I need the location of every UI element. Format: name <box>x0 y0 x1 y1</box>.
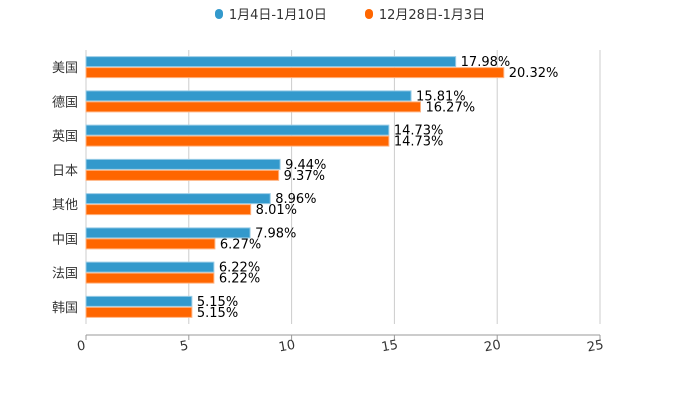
y-category-label: 日本 <box>52 164 78 179</box>
x-tick-label: 0 <box>76 338 87 354</box>
bar-series-1 <box>85 193 271 205</box>
y-category-label: 英国 <box>52 130 78 145</box>
y-category-label: 法国 <box>52 267 78 282</box>
bar-series-2 <box>85 135 390 147</box>
data-label: 6.22% <box>219 272 260 287</box>
y-category-label: 德国 <box>52 95 78 110</box>
data-label: 8.01% <box>256 203 297 218</box>
legend: 1月4日-1月10日 12月28日-1月3日 <box>0 4 700 23</box>
bar-series-1 <box>85 90 412 102</box>
y-category-label: 韩国 <box>52 301 78 316</box>
legend-marker-series-2 <box>364 8 373 19</box>
data-label: 15.81% <box>416 89 466 104</box>
bar-series-1 <box>85 56 457 68</box>
bar-series-2 <box>85 272 215 284</box>
bar-series-2 <box>85 238 216 250</box>
data-label: 17.98% <box>461 55 511 70</box>
x-tick-label: 5 <box>179 338 190 354</box>
x-tick-label: 10 <box>278 338 297 356</box>
bar-series-2 <box>85 101 422 113</box>
y-category-label: 中国 <box>52 232 78 247</box>
legend-label-series-1: 1月4日-1月10日 <box>228 8 327 23</box>
data-label: 9.44% <box>285 158 326 173</box>
bar-series-1 <box>85 295 193 307</box>
data-label: 9.37% <box>284 169 325 184</box>
data-label: 20.32% <box>509 66 559 81</box>
y-category-label: 其他 <box>52 198 78 213</box>
x-tick-label: 25 <box>586 338 605 356</box>
bar-series-1 <box>85 227 251 239</box>
legend-item-series-2[interactable]: 12月28日-1月3日 <box>364 4 486 23</box>
data-label: 14.73% <box>394 135 444 150</box>
data-label: 6.27% <box>220 237 261 252</box>
bar-series-2 <box>85 204 252 216</box>
bar-series-2 <box>85 67 505 79</box>
bar-series-1 <box>85 261 215 273</box>
data-label: 5.15% <box>197 306 238 321</box>
legend-marker-series-1 <box>214 8 223 19</box>
x-tick-label: 15 <box>380 338 399 356</box>
x-tick-label: 20 <box>483 338 502 356</box>
legend-item-series-1[interactable]: 1月4日-1月10日 <box>214 4 327 23</box>
y-category-label: 美国 <box>52 61 78 76</box>
data-label: 7.98% <box>255 226 296 241</box>
bar-series-2 <box>85 306 193 318</box>
bar-series-2 <box>85 169 280 181</box>
bar-series-1 <box>85 124 390 136</box>
data-label: 5.15% <box>197 295 238 310</box>
data-label: 6.22% <box>219 261 260 276</box>
legend-label-series-2: 12月28日-1月3日 <box>378 8 486 23</box>
data-label: 14.73% <box>394 124 444 139</box>
data-label: 8.96% <box>275 192 316 207</box>
data-label: 16.27% <box>426 100 476 115</box>
bar-series-1 <box>85 158 281 170</box>
